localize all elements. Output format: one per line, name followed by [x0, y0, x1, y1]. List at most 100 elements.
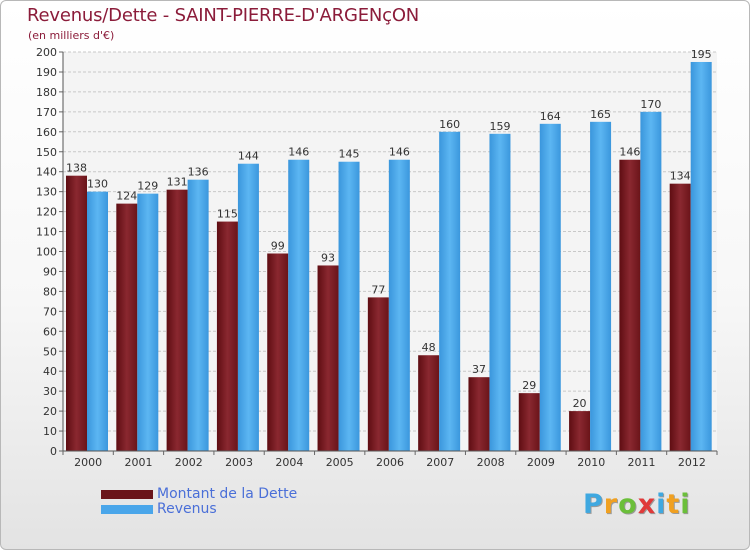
x-tick-label: 2007 — [426, 456, 454, 469]
bar-dette — [669, 183, 691, 452]
y-tick-label: 150 — [36, 146, 57, 159]
bar-dette — [317, 265, 339, 451]
logo-letter: t — [666, 489, 681, 520]
bar-dette — [66, 175, 87, 451]
y-tick-label: 130 — [36, 186, 57, 199]
bar-revenus — [439, 131, 461, 452]
bar-revenus — [338, 161, 360, 451]
logo-letter: i — [656, 489, 667, 520]
legend-item-debt: Montant de la Dette — [101, 487, 297, 502]
chart-legend: Montant de la Dette Revenus — [101, 487, 297, 517]
y-tick-label: 10 — [43, 425, 57, 438]
bar-dette — [619, 159, 641, 452]
data-label-revenus: 144 — [238, 150, 259, 163]
bar-revenus — [137, 193, 159, 451]
logo-letter: x — [637, 489, 657, 520]
data-label-dette: 99 — [271, 239, 285, 252]
data-label-dette: 115 — [217, 208, 238, 221]
legend-swatch-debt — [101, 490, 153, 499]
data-label-dette: 134 — [670, 170, 691, 183]
bar-dette — [216, 221, 238, 451]
y-tick-label: 120 — [36, 206, 57, 219]
x-tick-label: 2004 — [275, 456, 303, 469]
data-label-revenus: 136 — [188, 166, 209, 179]
proxiti-logo: Proxiti — [583, 489, 691, 520]
y-tick-label: 190 — [36, 66, 57, 79]
data-label-dette: 124 — [116, 190, 137, 203]
data-label-dette: 37 — [472, 363, 486, 376]
data-label-dette: 93 — [321, 251, 335, 264]
bar-revenus — [288, 159, 310, 452]
data-label-revenus: 129 — [137, 180, 158, 193]
y-tick-label: 200 — [36, 46, 57, 59]
logo-letter: P — [583, 489, 604, 520]
data-label-revenus: 160 — [439, 118, 460, 131]
y-tick-label: 80 — [43, 285, 57, 298]
data-label-revenus: 165 — [590, 108, 611, 121]
y-tick-label: 170 — [36, 106, 57, 119]
bar-dette — [418, 355, 440, 451]
data-label-dette: 48 — [422, 341, 436, 354]
legend-label-revenus: Revenus — [157, 501, 217, 517]
logo-letter: o — [618, 489, 638, 520]
chart-title: Revenus/Dette - SAINT-PIERRE-D'ARGENçON — [27, 5, 420, 26]
bar-revenus — [388, 159, 410, 452]
data-label-dette: 138 — [66, 162, 87, 175]
data-label-revenus: 130 — [87, 178, 108, 191]
bar-revenus — [690, 61, 712, 451]
x-tick-label: 2012 — [678, 456, 706, 469]
x-tick-label: 2010 — [577, 456, 605, 469]
x-tick-label: 2005 — [326, 456, 354, 469]
bar-dette — [267, 253, 289, 451]
x-tick-label: 2008 — [477, 456, 505, 469]
y-tick-label: 110 — [36, 226, 57, 239]
legend-item-revenus: Revenus — [101, 502, 297, 517]
y-tick-label: 180 — [36, 86, 57, 99]
bar-dette — [468, 377, 490, 451]
y-tick-label: 100 — [36, 246, 57, 259]
data-label-revenus: 195 — [691, 48, 712, 61]
chart-subtitle: (en milliers d'€) — [28, 29, 115, 42]
y-tick-label: 70 — [43, 305, 57, 318]
data-label-dette: 146 — [619, 146, 640, 159]
legend-label-debt: Montant de la Dette — [157, 486, 298, 502]
data-label-revenus: 170 — [640, 98, 661, 111]
bar-dette — [569, 411, 591, 451]
x-tick-label: 2001 — [124, 456, 152, 469]
data-label-revenus: 146 — [288, 146, 309, 159]
bar-revenus — [489, 133, 511, 452]
y-tick-label: 60 — [43, 325, 57, 338]
bar-dette — [166, 189, 188, 451]
bar-revenus — [590, 121, 612, 451]
bar-dette — [518, 393, 540, 451]
y-tick-label: 30 — [43, 385, 57, 398]
logo-letter: i — [680, 489, 691, 520]
y-tick-label: 90 — [43, 265, 57, 278]
bar-revenus — [87, 191, 108, 451]
bar-revenus — [539, 123, 561, 451]
bar-revenus — [640, 111, 662, 451]
data-label-revenus: 159 — [489, 120, 510, 133]
y-tick-label: 160 — [36, 126, 57, 139]
x-tick-label: 2000 — [74, 456, 102, 469]
y-tick-label: 20 — [43, 405, 57, 418]
data-label-dette: 77 — [371, 283, 385, 296]
logo-letter: r — [603, 489, 619, 520]
y-tick-label: 140 — [36, 166, 57, 179]
bar-dette — [116, 203, 138, 451]
data-label-dette: 20 — [573, 397, 587, 410]
x-tick-label: 2003 — [225, 456, 253, 469]
legend-swatch-revenus — [101, 505, 153, 514]
data-label-revenus: 164 — [540, 110, 561, 123]
bar-dette — [367, 297, 389, 451]
bar-revenus — [237, 163, 259, 451]
x-tick-label: 2011 — [628, 456, 656, 469]
data-label-revenus: 145 — [339, 148, 360, 161]
y-tick-label: 50 — [43, 345, 57, 358]
x-tick-label: 2006 — [376, 456, 404, 469]
y-tick-label: 0 — [50, 445, 57, 458]
y-tick-label: 40 — [43, 365, 57, 378]
bar-revenus — [187, 179, 209, 451]
